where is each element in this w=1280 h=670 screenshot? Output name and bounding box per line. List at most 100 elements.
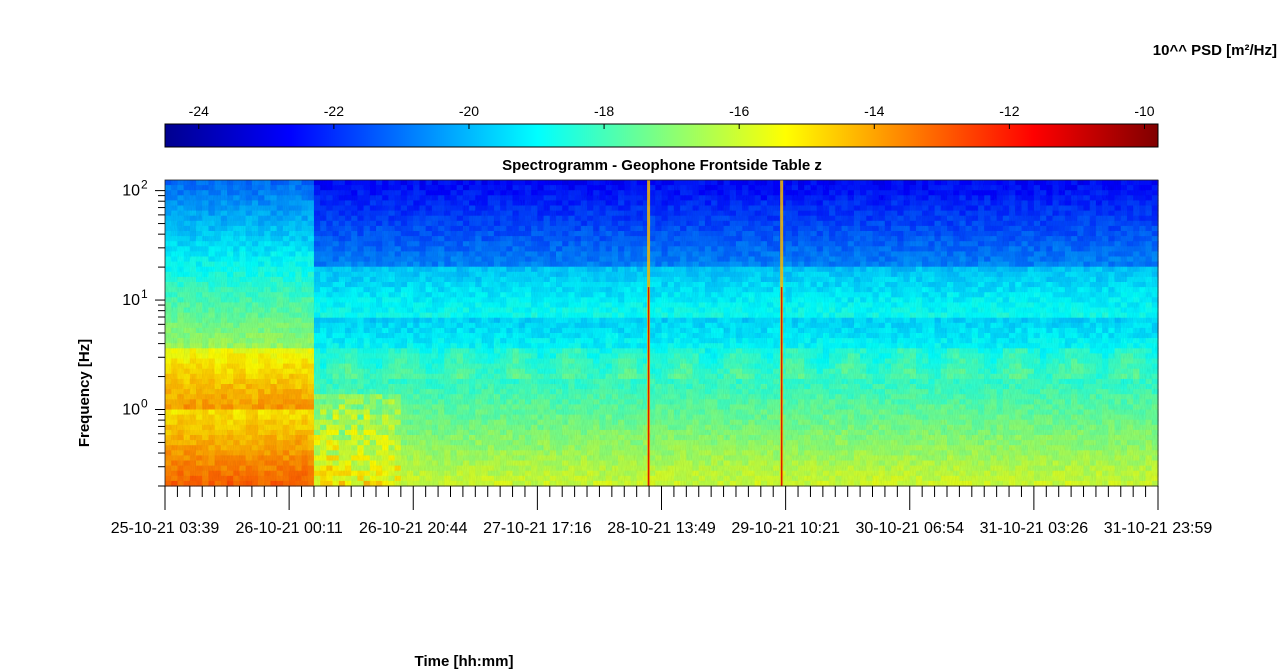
spectrogram-cell (220, 312, 228, 319)
spectrogram-cell (450, 195, 458, 201)
spectrogram-cell (524, 394, 532, 400)
spectrogram-cell (587, 225, 594, 232)
spectrogram-cell (481, 195, 489, 201)
spectrogram-cell (382, 333, 390, 339)
spectrogram-cell (270, 200, 278, 207)
spectrogram-cell (649, 225, 656, 232)
spectrogram-cell (264, 276, 272, 283)
spectrogram-cell (301, 414, 309, 421)
spectrogram-cell (506, 307, 514, 314)
spectrogram-cell (531, 475, 538, 482)
spectrogram-cell (407, 225, 414, 232)
spectrogram-cell (233, 424, 241, 431)
spectrogram-cell (630, 343, 638, 349)
spectrogram-cell (320, 205, 327, 212)
spectrogram-cell (599, 363, 607, 370)
spectrogram-cell (444, 317, 452, 324)
spectrogram-cell (655, 205, 663, 212)
spectrogram-cell (655, 465, 663, 472)
spectrogram-cell (562, 373, 570, 380)
spectrogram-cell (667, 414, 675, 421)
spectrogram-cell (531, 368, 538, 375)
spectrogram-cell (357, 475, 365, 482)
spectrogram-cell (624, 185, 632, 191)
spectrogram-cell (524, 378, 532, 385)
spectrogram-cell (462, 246, 470, 252)
spectrogram-cell (431, 276, 439, 283)
spectrogram-cell (369, 460, 377, 467)
spectrogram-cell (320, 195, 327, 201)
spectrogram-cell (493, 460, 501, 467)
spectrogram-cell (462, 185, 470, 191)
spectrogram-cell (555, 445, 563, 451)
spectrogram-cell (562, 368, 570, 375)
spectrogram-cell (413, 465, 421, 472)
spectrogram-cell (382, 445, 390, 451)
spectrogram-cell (400, 215, 408, 222)
spectrogram-cell (251, 297, 259, 303)
spectrogram-cell (332, 292, 340, 298)
spectrogram-cell (227, 302, 234, 309)
spectrogram-cell (462, 312, 470, 319)
spectrogram-cell (388, 236, 396, 242)
spectrogram-cell (376, 429, 383, 436)
spectrogram-cell (282, 327, 290, 334)
spectrogram-cell (177, 236, 185, 242)
spectrogram-cell (189, 297, 197, 303)
spectrogram-cell (555, 358, 563, 365)
spectrogram-cell (419, 251, 427, 258)
spectrogram-cell (344, 378, 352, 385)
spectrogram-cell (282, 409, 290, 416)
spectrogram-cell (431, 225, 439, 232)
spectrogram-cell (196, 348, 203, 354)
spectrogram-cell (270, 287, 278, 293)
spectrogram-cell (673, 271, 681, 278)
spectrogram-cell (568, 424, 576, 431)
spectrogram-cell (450, 236, 458, 242)
spectrogram-cell (388, 180, 396, 186)
spectrogram-cell (649, 241, 656, 247)
spectrogram-cell (376, 445, 383, 451)
spectrogram-cell (655, 190, 663, 196)
spectrogram-cell (481, 292, 489, 298)
spectrogram-cell (673, 445, 681, 451)
spectrogram-cell (512, 251, 520, 258)
spectrogram-cell (667, 327, 675, 334)
spectrogram-cell (518, 190, 526, 196)
spectrogram-cell (500, 338, 507, 344)
spectrogram-cell (624, 307, 632, 314)
spectrogram-cell (580, 394, 588, 400)
spectrogram-cell (599, 307, 607, 314)
spectrogram-cell (413, 460, 421, 467)
spectrogram-cell (419, 190, 427, 196)
spectrogram-cell (326, 455, 334, 462)
spectrogram-cell (506, 241, 514, 247)
spectrogram-cell (313, 475, 321, 482)
spectrogram-cell (171, 480, 179, 487)
spectrogram-cell (183, 215, 191, 222)
spectrogram-cell (382, 190, 390, 196)
spectrogram-cell (270, 190, 278, 196)
spectrogram-cell (189, 343, 197, 349)
spectrogram-cell (344, 251, 352, 258)
spectrogram-cell (487, 246, 495, 252)
spectrogram-cell (456, 287, 464, 293)
spectrogram-cell (264, 251, 272, 258)
spectrogram-cell (233, 368, 241, 375)
spectrogram-cell (649, 190, 656, 196)
spectrogram-cell (369, 343, 377, 349)
spectrogram-cell (574, 180, 582, 186)
spectrogram-cell (326, 200, 334, 207)
spectrogram-cell (208, 317, 216, 324)
spectrogram-cell (220, 480, 228, 487)
spectrogram-cell (673, 435, 681, 441)
spectrogram-cell (524, 241, 532, 247)
spectrogram-cell (363, 276, 371, 283)
spectrogram-cell (376, 276, 383, 283)
spectrogram-cell (394, 384, 402, 390)
spectrogram-cell (518, 210, 526, 217)
spectrogram-cell (227, 190, 234, 196)
spectrogram-cell (469, 195, 476, 201)
spectrogram-cell (202, 445, 210, 451)
spectrogram-cell (400, 414, 408, 421)
